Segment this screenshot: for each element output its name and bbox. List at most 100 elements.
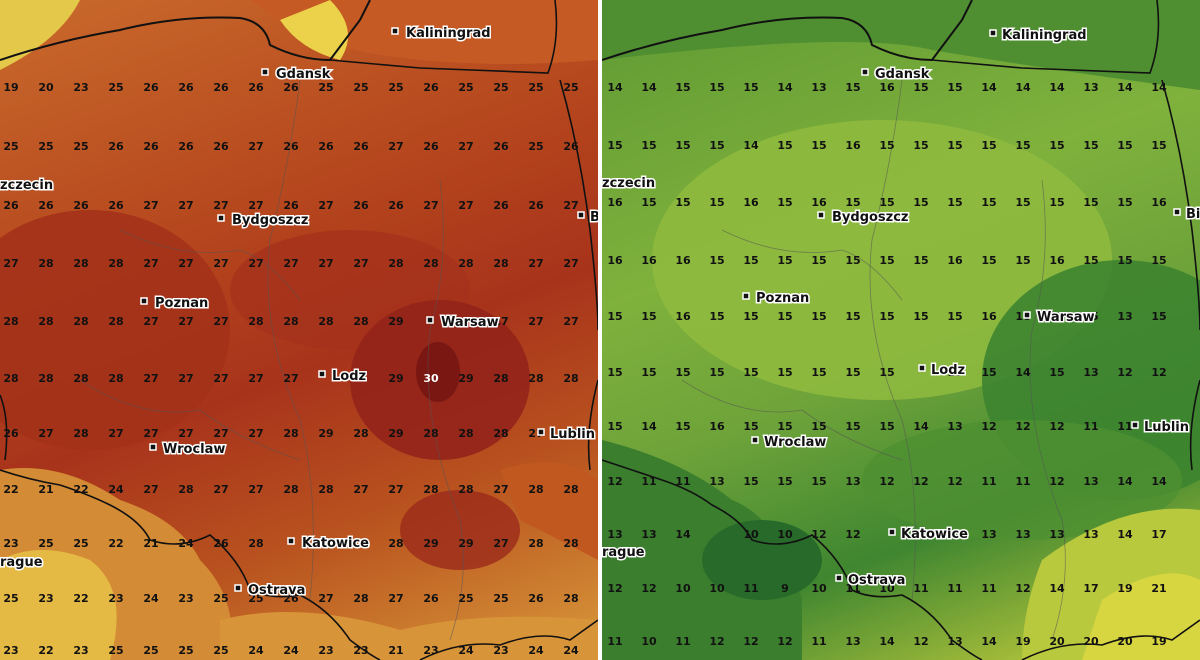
grid-value: 26 xyxy=(73,199,89,212)
grid-value: 28 xyxy=(423,257,438,270)
grid-value: 15 xyxy=(947,310,962,323)
city-dot-lublin xyxy=(537,428,545,436)
grid-value: 13 xyxy=(1083,475,1098,488)
grid-value: 27 xyxy=(458,199,473,212)
grid-value: 28 xyxy=(38,372,53,385)
grid-value: 26 xyxy=(143,140,159,153)
grid-value: 28 xyxy=(248,537,263,550)
grid-value: 25 xyxy=(493,592,508,605)
grid-value: 16 xyxy=(607,196,623,209)
city-label-katowice: Katowice xyxy=(901,527,968,542)
grid-value: 15 xyxy=(811,254,826,267)
grid-value: 27 xyxy=(353,257,368,270)
grid-value: 14 xyxy=(777,81,793,94)
grid-value: 22 xyxy=(108,537,123,550)
grid-value: 23 xyxy=(38,592,53,605)
grid-value: 15 xyxy=(1015,196,1030,209)
grid-value: 12 xyxy=(981,420,996,433)
city-dot-lublin xyxy=(1131,421,1139,429)
grid-value: 25 xyxy=(108,81,123,94)
grid-value: 26 xyxy=(353,199,369,212)
grid-value: 15 xyxy=(845,366,860,379)
grid-value: 13 xyxy=(1083,81,1098,94)
grid-value: 11 xyxy=(811,635,826,648)
grid-value: 15 xyxy=(1083,196,1098,209)
city-dot-lodz xyxy=(918,364,926,372)
city-dot-bydgoszcz xyxy=(817,211,825,219)
grid-value: 26 xyxy=(283,592,299,605)
grid-value: 15 xyxy=(879,366,894,379)
grid-value: 26 xyxy=(528,592,544,605)
grid-value: 28 xyxy=(563,592,578,605)
grid-value: 28 xyxy=(283,483,298,496)
city-label-lodz: Lodz xyxy=(332,369,366,384)
grid-value: 26 xyxy=(528,199,544,212)
grid-value: 16 xyxy=(879,81,895,94)
grid-value: 15 xyxy=(947,196,962,209)
grid-value: 27 xyxy=(143,483,158,496)
grid-value: 28 xyxy=(423,427,438,440)
grid-value: 27 xyxy=(458,140,473,153)
grid-value: 24 xyxy=(458,644,474,657)
grid-value: 24 xyxy=(248,644,264,657)
city-label-wroclaw: Wroclaw xyxy=(163,442,225,457)
grid-value: 11 xyxy=(913,582,928,595)
city-dot-lodz xyxy=(318,370,326,378)
grid-value: 11 xyxy=(743,582,758,595)
grid-value: 12 xyxy=(1015,420,1030,433)
grid-value: 15 xyxy=(811,310,826,323)
grid-value: 15 xyxy=(743,366,758,379)
city-dot-warsaw xyxy=(1023,311,1031,319)
grid-value: 12 xyxy=(1049,420,1064,433)
grid-value: 24 xyxy=(178,537,194,550)
grid-value: 26 xyxy=(423,140,439,153)
grid-value: 12 xyxy=(947,475,962,488)
grid-value: 26 xyxy=(283,199,299,212)
grid-value: 26 xyxy=(423,81,439,94)
grid-value: 15 xyxy=(811,475,826,488)
grid-value: 15 xyxy=(1151,310,1166,323)
grid-value: 28 xyxy=(248,315,263,328)
city-label-kaliningrad: Kaliningrad xyxy=(1002,28,1087,43)
grid-value: 13 xyxy=(947,635,962,648)
grid-value: 13 xyxy=(1117,310,1132,323)
city-label-prague: rague xyxy=(602,545,645,560)
grid-value: 25 xyxy=(528,140,543,153)
city-markers: Kaliningrad Gdansk zczecin Bydgoszcz B P… xyxy=(0,25,598,600)
grid-value: 26 xyxy=(248,81,264,94)
grid-value: 26 xyxy=(213,81,229,94)
grid-value: 15 xyxy=(845,420,860,433)
grid-value: 27 xyxy=(178,257,193,270)
grid-value: 11 xyxy=(981,475,996,488)
city-label-lublin: Lublin xyxy=(1144,420,1189,435)
kaliningrad-border xyxy=(931,0,1160,74)
grid-value: 23 xyxy=(493,644,508,657)
grid-value: 15 xyxy=(1117,254,1132,267)
grid-value: 20 xyxy=(1117,635,1133,648)
grid-value: 15 xyxy=(607,139,622,152)
grid-value: 15 xyxy=(879,196,894,209)
grid-value: 14 xyxy=(743,139,759,152)
grid-value: 23 xyxy=(3,537,18,550)
grid-value: 26 xyxy=(318,140,334,153)
grid-value: 28 xyxy=(388,537,403,550)
grid-value: 28 xyxy=(458,257,473,270)
grid-value: 27 xyxy=(213,257,228,270)
grid-value: 27 xyxy=(563,257,578,270)
grid-value: 27 xyxy=(283,257,298,270)
grid-value: 12 xyxy=(811,528,826,541)
grid-value: 14 xyxy=(607,81,623,94)
city-label-warsaw: Warsaw xyxy=(1037,310,1095,325)
grid-value: 14 xyxy=(981,635,997,648)
grid-value: 26 xyxy=(143,81,159,94)
grid-value: 15 xyxy=(811,139,826,152)
grid-value: 14 xyxy=(1049,81,1065,94)
grid-value: 26 xyxy=(213,140,229,153)
grid-value: 28 xyxy=(353,427,368,440)
grid-value: 12 xyxy=(1117,366,1132,379)
rivers xyxy=(79,79,464,641)
city-label-gdansk: Gdansk xyxy=(875,67,930,82)
baltic-coastline xyxy=(602,0,973,62)
grid-value: 25 xyxy=(563,81,578,94)
grid-value: 28 xyxy=(528,372,543,385)
